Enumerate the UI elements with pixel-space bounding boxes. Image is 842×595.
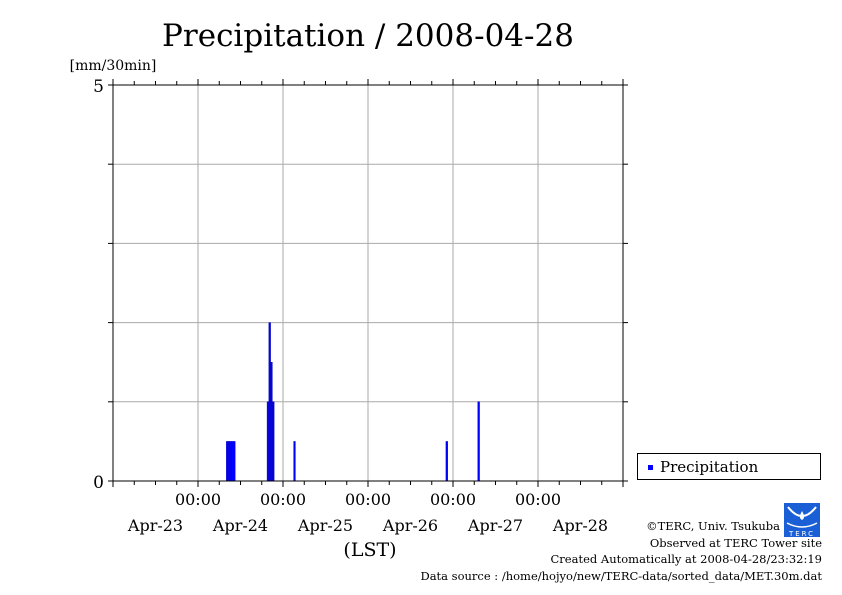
precip-bar: [266, 401, 270, 482]
created-text: Created Automatically at 2008-04-28/23:3…: [550, 552, 823, 566]
x-date-label: Apr-26: [382, 516, 438, 535]
legend: Precipitation: [637, 453, 821, 480]
precip-bar: [233, 441, 236, 482]
x-time-label: 00:00: [345, 490, 391, 509]
y-tick-label-0: 0: [93, 473, 104, 493]
copyright-text: ©TERC, Univ. Tsukuba: [646, 519, 780, 533]
credits: ©TERC, Univ. Tsukuba Observed at TERC To…: [420, 518, 822, 584]
legend-swatch: [648, 465, 653, 470]
precip-bar: [229, 441, 232, 482]
x-time-label: 00:00: [515, 490, 561, 509]
x-time-label: 00:00: [175, 490, 221, 509]
svg-text:TERC: TERC: [788, 530, 815, 537]
x-time-label: 00:00: [260, 490, 306, 509]
precip-bar: [227, 441, 231, 482]
precip-bar: [445, 441, 448, 482]
x-axis-label: (LST): [343, 539, 396, 561]
source-text: Data source : /home/hojyo/new/TERC-data/…: [420, 568, 822, 583]
precip-bar: [272, 401, 275, 482]
x-time-label: 00:00: [430, 490, 476, 509]
y-axis-label: [mm/30min]: [70, 58, 157, 74]
precip-bar: [231, 441, 234, 482]
y-tick-label-5: 5: [93, 77, 104, 97]
observed-text: Observed at TERC Tower site: [649, 535, 822, 550]
x-date-label: Apr-25: [297, 516, 353, 535]
precip-bar: [293, 441, 296, 482]
terc-logo: TERC: [784, 503, 820, 537]
chart-title: Precipitation / 2008-04-28: [162, 18, 574, 54]
x-date-label: Apr-28: [552, 516, 608, 535]
precip-bar: [268, 322, 271, 482]
x-date-label: Apr-27: [467, 516, 523, 535]
precip-bar: [226, 441, 229, 482]
legend-label: Precipitation: [660, 458, 759, 476]
precip-bar: [270, 362, 273, 482]
precip-bar: [477, 401, 480, 482]
x-date-label: Apr-23: [127, 516, 183, 535]
x-date-label: Apr-24: [212, 516, 268, 535]
